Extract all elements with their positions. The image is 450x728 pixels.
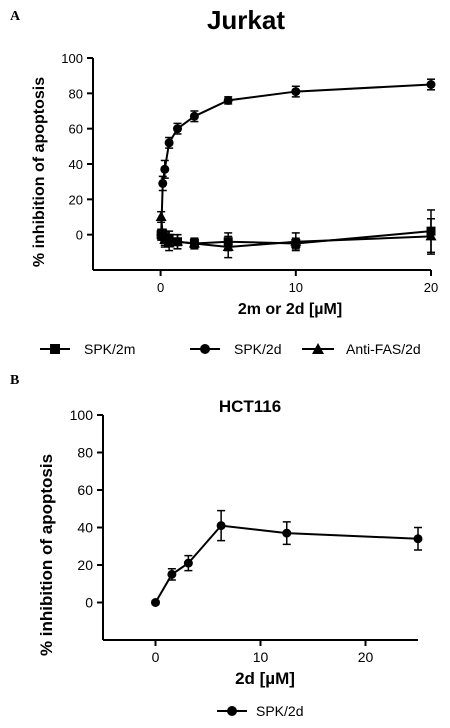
legend-item-spk-2d: SPK/2d	[190, 341, 281, 357]
x-tick-label: 20	[358, 649, 374, 665]
x-axis-label-a: 2m or 2d [µM]	[238, 301, 342, 318]
x-tick-label: 20	[424, 280, 438, 295]
y-tick-label: 40	[69, 157, 83, 172]
legend-label: SPK/2d	[234, 341, 281, 357]
series-spk-2d	[156, 78, 436, 240]
y-axis-label-b: % inhibition of apoptosis	[37, 454, 56, 656]
data-point-circle	[151, 598, 160, 607]
x-axis-label-b: 2d [µM]	[235, 669, 295, 688]
data-point-circle	[158, 178, 168, 188]
y-tick-label: 40	[77, 520, 93, 536]
series-line	[160, 83, 432, 235]
data-point-triangle	[163, 237, 175, 248]
data-point-circle	[164, 138, 174, 148]
data-point-circle	[223, 95, 233, 105]
x-tick-label: 0	[152, 649, 160, 665]
data-point-circle	[426, 80, 436, 89]
data-point-triangle	[188, 237, 200, 248]
panel-letter-b: B	[10, 373, 19, 388]
circle-marker-icon	[200, 344, 210, 354]
x-tick-label: 10	[289, 280, 303, 295]
series-anti-fas-2d	[155, 210, 437, 259]
triangle-marker-icon	[312, 343, 324, 354]
legend-label: SPK/2m	[84, 341, 135, 357]
data-point-triangle	[290, 235, 302, 246]
data-point-circle	[183, 558, 193, 568]
data-point-triangle	[425, 230, 437, 241]
legend-item-anti-fas-2d: Anti-FAS/2d	[302, 341, 421, 357]
legend-label: Anti-FAS/2d	[346, 341, 421, 357]
plot-area-a: 0 20 40 60 80 100 0 10 20	[61, 51, 438, 295]
data-point-triangle	[172, 235, 183, 246]
legend-item-spk-2m: SPK/2m	[40, 341, 135, 357]
y-tick-label: 80	[69, 86, 83, 101]
data-point-triangle	[222, 241, 234, 252]
legend-label: SPK/2d	[256, 703, 303, 719]
legend-a: SPK/2m SPK/2d Anti-FAS/2d	[40, 341, 421, 357]
square-marker-icon	[50, 344, 60, 354]
data-point-circle	[413, 534, 423, 544]
data-point-circle	[160, 164, 170, 174]
y-tick-label: 60	[69, 122, 83, 137]
y-tick-label: 100	[61, 51, 83, 66]
y-tick-label: 80	[77, 445, 93, 461]
data-point-circle	[291, 87, 301, 97]
chart-title-a: Jurkat	[207, 5, 285, 35]
legend-item-spk-2d-b: SPK/2d	[217, 703, 303, 719]
data-point-circle	[216, 521, 226, 531]
data-point-circle	[189, 111, 199, 121]
y-tick-label: 60	[77, 482, 93, 498]
panel-a: A Jurkat % inhibition of apoptosis 2m or…	[10, 5, 438, 357]
x-tick-label: 0	[157, 280, 164, 295]
chart-title-b: HCT116	[219, 397, 281, 416]
panel-letter-a: A	[10, 9, 21, 24]
data-point-circle	[167, 569, 177, 579]
y-tick-label: 0	[85, 595, 93, 611]
y-tick-label: 100	[70, 407, 94, 423]
data-point-triangle	[155, 211, 167, 221]
circle-marker-icon	[227, 706, 237, 716]
y-tick-label: 0	[76, 228, 83, 243]
data-point-circle	[282, 528, 292, 538]
data-point-circle	[173, 124, 182, 134]
y-tick-label: 20	[69, 192, 83, 207]
plot-area-b: 0 20 40 60 80 100 0 10 20	[70, 407, 423, 665]
series-spk-2d	[151, 509, 423, 607]
y-tick-label: 20	[77, 557, 93, 573]
x-tick-label: 10	[253, 649, 269, 665]
series-line	[154, 524, 419, 604]
y-axis-label-a: % inhibition of apoptosis	[31, 77, 48, 267]
panel-b: B HCT116 % inhibition of apoptosis 2d [µ…	[10, 373, 423, 719]
legend-b: SPK/2d	[217, 703, 303, 719]
